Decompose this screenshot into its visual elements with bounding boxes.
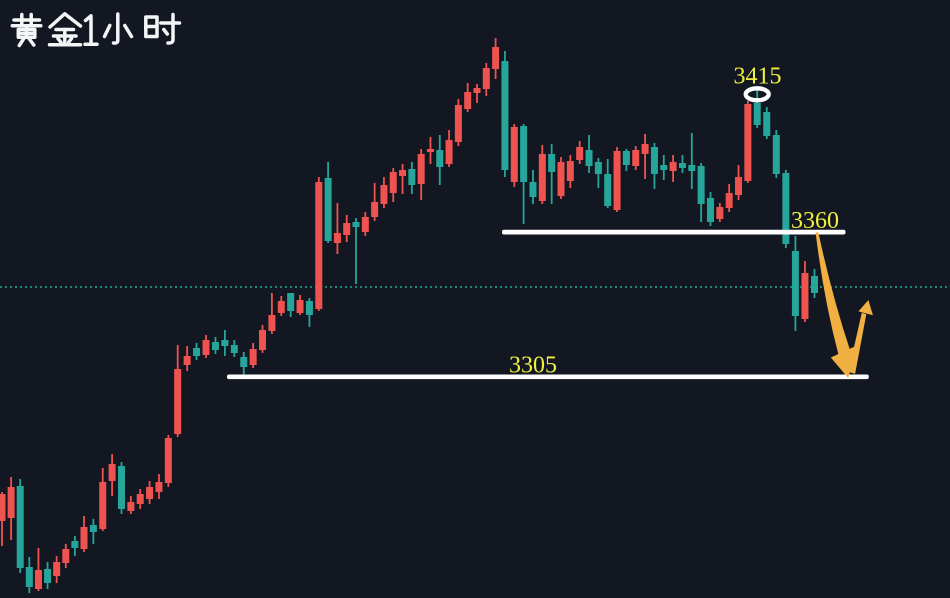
svg-text:3305: 3305: [509, 353, 557, 379]
svg-text:3415: 3415: [734, 64, 782, 90]
svg-text:3360: 3360: [791, 208, 839, 234]
